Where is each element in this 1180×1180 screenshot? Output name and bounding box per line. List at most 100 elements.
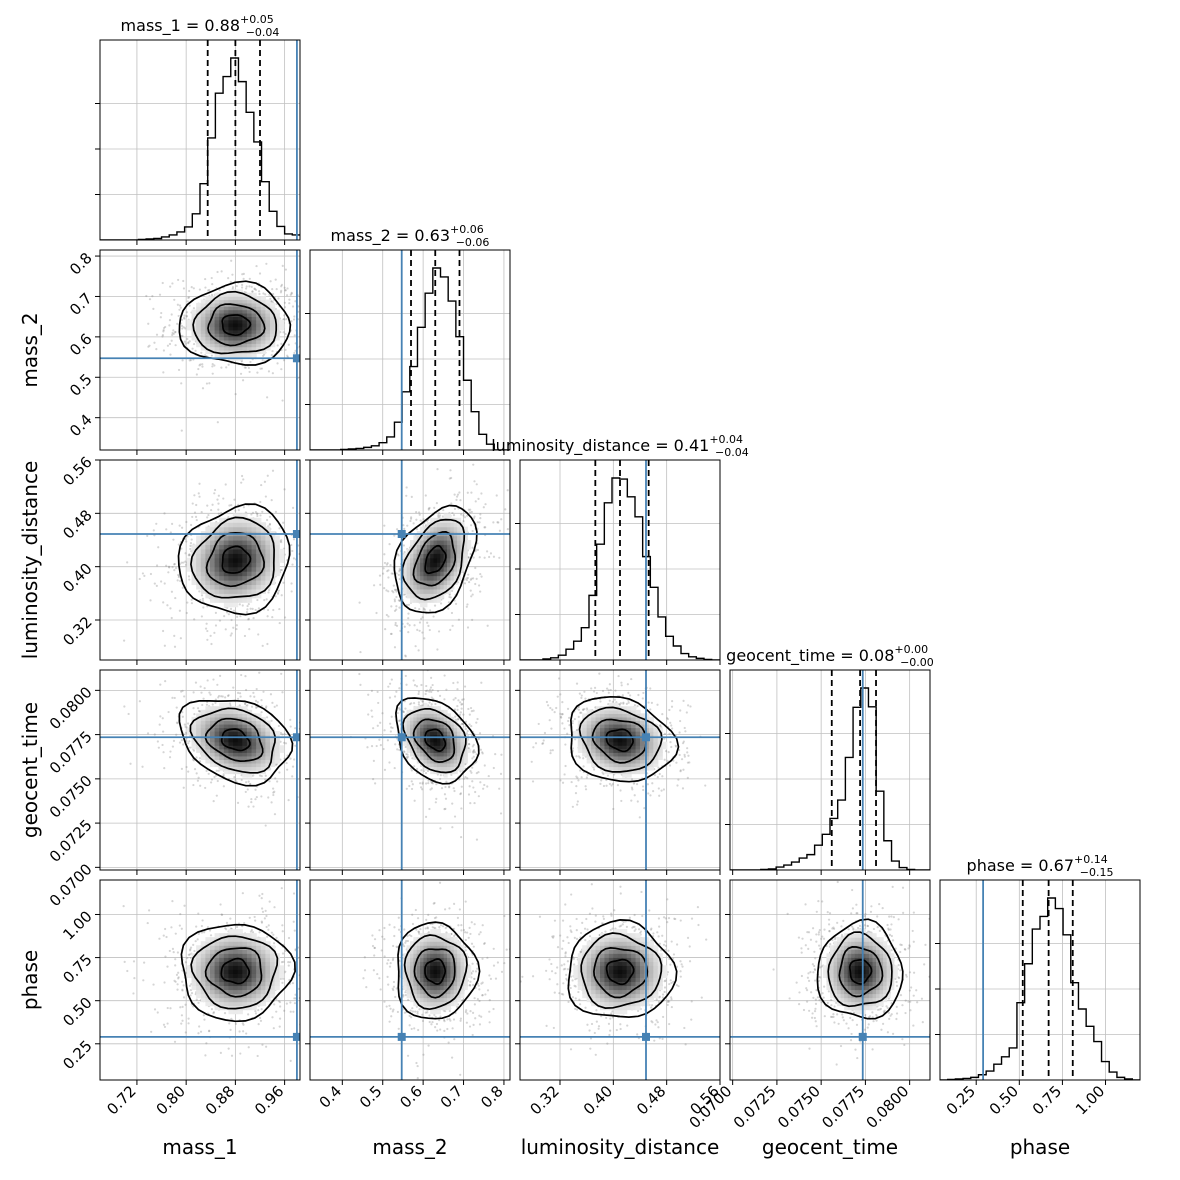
density-cell (233, 762, 239, 768)
sample-point (438, 694, 442, 698)
sample-point (188, 359, 191, 362)
density-cell (410, 548, 414, 554)
density-cell (406, 593, 411, 599)
sample-point (192, 783, 195, 787)
density-cell (420, 588, 425, 594)
sample-point (486, 785, 489, 788)
sample-point (290, 320, 293, 323)
sample-point (393, 609, 397, 612)
density-cell (210, 762, 216, 768)
density-cell (233, 580, 239, 586)
sample-point (195, 503, 198, 507)
density-cell (233, 709, 239, 714)
density-cell (196, 557, 202, 563)
density-cell (228, 522, 234, 528)
sample-point (412, 679, 415, 682)
density-cell (436, 526, 441, 532)
hist-bar (402, 392, 410, 450)
density-cell (237, 720, 243, 725)
density-cell (214, 597, 220, 603)
sample-point (405, 486, 408, 489)
sample-point (405, 755, 408, 759)
sample-point (410, 702, 413, 705)
density-cell (430, 540, 435, 546)
density-cell (228, 738, 234, 743)
sample-point (443, 808, 446, 811)
sample-point (470, 524, 473, 527)
sample-point (193, 511, 197, 514)
density-cell (196, 553, 202, 559)
density-cell (233, 306, 239, 311)
sample-point (280, 368, 283, 371)
sample-point (372, 778, 375, 781)
sample-point (242, 478, 245, 481)
sample-point (224, 483, 227, 486)
hist-bar (262, 182, 270, 240)
sample-point (472, 755, 475, 758)
density-cell (233, 575, 239, 581)
density-cell (265, 731, 271, 736)
density-cell (242, 748, 248, 753)
density-cell (196, 723, 202, 729)
sample-point (262, 292, 265, 295)
density-cell (237, 727, 243, 732)
sample-point (281, 691, 284, 694)
density-cell (200, 741, 206, 746)
density-cell (233, 720, 239, 725)
density-cell (205, 716, 211, 722)
density-cell (256, 720, 262, 725)
density-cell (242, 762, 248, 768)
density-cell (251, 319, 257, 324)
sample-point (434, 702, 437, 706)
density-cell (228, 319, 234, 324)
contour-1 (221, 545, 252, 574)
sample-point (404, 655, 407, 658)
density-cell (237, 716, 243, 722)
sample-point (187, 296, 190, 299)
sample-point (245, 781, 248, 784)
density-cell (237, 562, 243, 568)
density-cell (256, 727, 262, 732)
sample-point (450, 589, 454, 593)
sample-point (427, 508, 430, 511)
sample-point (206, 679, 209, 682)
sample-point (260, 795, 263, 798)
sample-point (408, 624, 411, 627)
density-cell (228, 548, 234, 554)
sample-point (247, 366, 250, 370)
sample-point (453, 789, 456, 793)
sample-point (383, 524, 386, 527)
density-cell (191, 557, 197, 563)
sample-point (410, 516, 413, 519)
sample-point (448, 595, 451, 599)
density-cell (246, 312, 253, 317)
sample-point (190, 598, 193, 601)
density-cell (443, 584, 448, 590)
density-cell (223, 741, 230, 746)
sample-point (211, 703, 214, 706)
sample-point (199, 784, 202, 787)
density-cell (237, 343, 243, 348)
density-cell (416, 588, 421, 594)
sample-point (292, 538, 296, 541)
density-cell (223, 571, 230, 577)
sample-point (172, 739, 176, 742)
density-cell (200, 316, 206, 321)
sample-point (234, 509, 237, 512)
sample-point (396, 552, 399, 556)
density-cell (443, 513, 448, 519)
sample-point (450, 611, 454, 615)
sample-point (479, 517, 482, 520)
sample-point (186, 535, 189, 538)
sample-point (206, 629, 209, 633)
hist-bar (681, 654, 689, 660)
sample-point (233, 498, 236, 501)
sample-point (275, 704, 278, 707)
sample-point (167, 571, 170, 574)
density-cell (219, 299, 225, 304)
density-cell (279, 748, 285, 753)
density-blocks (186, 513, 285, 608)
sample-point (397, 573, 400, 576)
sample-point (248, 628, 251, 631)
